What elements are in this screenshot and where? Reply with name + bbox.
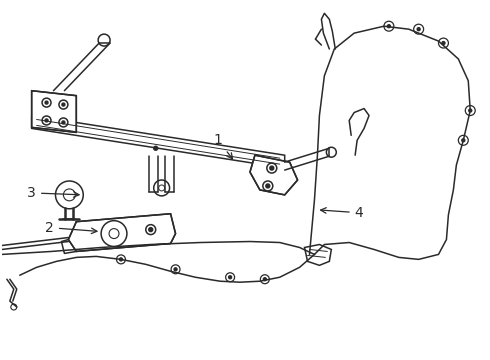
- Circle shape: [388, 25, 391, 28]
- Text: 3: 3: [27, 186, 79, 200]
- Text: 4: 4: [320, 206, 364, 220]
- Circle shape: [98, 34, 110, 46]
- Circle shape: [462, 139, 465, 142]
- Polygon shape: [250, 155, 297, 195]
- Circle shape: [266, 184, 270, 188]
- Circle shape: [326, 147, 336, 157]
- Circle shape: [267, 163, 277, 173]
- Circle shape: [159, 185, 165, 191]
- Circle shape: [59, 118, 68, 127]
- Circle shape: [466, 105, 475, 116]
- Polygon shape: [32, 91, 76, 132]
- Circle shape: [45, 101, 48, 104]
- Circle shape: [469, 109, 472, 112]
- Circle shape: [42, 116, 51, 125]
- Circle shape: [62, 121, 65, 124]
- Circle shape: [146, 225, 156, 235]
- Circle shape: [149, 228, 153, 231]
- Circle shape: [229, 276, 232, 279]
- Circle shape: [414, 24, 424, 34]
- Circle shape: [458, 135, 468, 145]
- Circle shape: [270, 166, 274, 170]
- Circle shape: [117, 255, 125, 264]
- Circle shape: [226, 273, 235, 282]
- Circle shape: [171, 265, 180, 274]
- Circle shape: [263, 278, 267, 281]
- Circle shape: [109, 229, 119, 239]
- Circle shape: [11, 304, 17, 310]
- Circle shape: [384, 21, 394, 31]
- Circle shape: [174, 268, 177, 271]
- Circle shape: [439, 38, 448, 48]
- Polygon shape: [305, 244, 331, 265]
- Text: 1: 1: [214, 133, 233, 159]
- Circle shape: [62, 103, 65, 106]
- Circle shape: [59, 100, 68, 109]
- Circle shape: [263, 181, 273, 191]
- Circle shape: [154, 146, 158, 150]
- Text: 2: 2: [45, 221, 97, 235]
- Circle shape: [154, 180, 170, 196]
- Circle shape: [45, 119, 48, 122]
- Circle shape: [417, 28, 420, 31]
- Circle shape: [55, 181, 83, 209]
- Circle shape: [120, 258, 122, 261]
- Circle shape: [63, 189, 75, 201]
- Polygon shape: [32, 116, 285, 168]
- Polygon shape: [69, 214, 175, 251]
- Circle shape: [260, 275, 270, 284]
- Circle shape: [42, 98, 51, 107]
- Circle shape: [442, 41, 445, 45]
- Circle shape: [101, 221, 127, 247]
